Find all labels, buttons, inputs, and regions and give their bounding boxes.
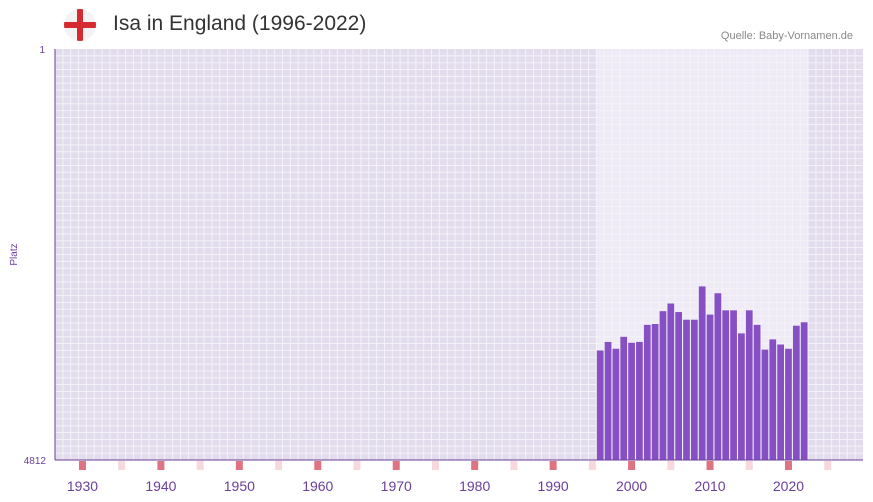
bar-2004[interactable] [659, 311, 667, 460]
bar-2022[interactable] [800, 322, 808, 460]
bar-2017[interactable] [761, 349, 769, 460]
marker-1935 [118, 461, 126, 470]
marker-1980 [471, 461, 479, 470]
flag-cross-vertical [77, 9, 83, 41]
decade-markers [78, 461, 832, 470]
bar-1996[interactable] [596, 350, 604, 460]
marker-2000 [628, 461, 636, 470]
bar-2005[interactable] [667, 303, 675, 460]
bar-2015[interactable] [745, 310, 753, 460]
page-title: Isa in England (1996-2022) [113, 12, 367, 35]
x-tick-label: 1970 [381, 478, 412, 494]
x-tick-label: 2010 [694, 478, 725, 494]
x-tick-label: 2000 [616, 478, 647, 494]
england-flag-icon [64, 9, 96, 41]
bar-1997[interactable] [604, 341, 612, 460]
bar-2019[interactable] [777, 344, 785, 460]
marker-2020 [784, 461, 792, 470]
grid-lines [55, 49, 863, 460]
x-tick-label: 1940 [145, 478, 176, 494]
bar-2002[interactable] [643, 324, 651, 460]
marker-2015 [745, 461, 753, 470]
bar-2014[interactable] [738, 333, 745, 460]
x-tick-label: 1930 [67, 478, 98, 494]
bar-2001[interactable] [636, 341, 643, 460]
bar-1999[interactable] [620, 336, 628, 460]
bar-2011[interactable] [714, 293, 722, 460]
x-tick-label: 1990 [538, 478, 569, 494]
marker-1930 [78, 461, 86, 470]
marker-1970 [392, 461, 400, 470]
x-tick-label: 1980 [459, 478, 490, 494]
y-axis-title: Platz [9, 243, 20, 265]
bar-1998[interactable] [612, 348, 620, 460]
marker-2010 [706, 461, 714, 470]
bar-2020[interactable] [785, 348, 792, 460]
marker-1960 [314, 461, 322, 470]
marker-1965 [353, 461, 361, 470]
bar-2003[interactable] [651, 323, 659, 460]
bar-2016[interactable] [753, 324, 761, 460]
bar-2006[interactable] [675, 312, 683, 460]
marker-1950 [235, 461, 243, 470]
y-tick-label-top: 1 [39, 45, 45, 56]
bar-series [596, 286, 808, 460]
bar-2021[interactable] [792, 325, 800, 460]
bar-2000[interactable] [628, 342, 635, 460]
bar-2018[interactable] [769, 339, 777, 460]
x-tick-label: 1960 [302, 478, 333, 494]
marker-1985 [510, 461, 518, 470]
marker-1995 [588, 461, 596, 470]
bar-2008[interactable] [690, 319, 698, 460]
y-tick-label-bottom: 4812 [24, 456, 47, 467]
bar-2009[interactable] [698, 286, 706, 460]
x-tick-labels: 1930 1940 1950 1960 1970 1980 1990 2000 2010 2020 [67, 478, 804, 494]
marker-1945 [196, 461, 204, 470]
bar-2010[interactable] [706, 314, 714, 460]
marker-1990 [549, 461, 557, 470]
x-tick-label: 1950 [224, 478, 255, 494]
marker-1975 [431, 461, 439, 470]
marker-2005 [667, 461, 675, 470]
marker-2025 [824, 461, 832, 470]
marker-1955 [275, 461, 283, 470]
bar-2007[interactable] [683, 319, 690, 460]
marker-1940 [157, 461, 165, 470]
bar-2013[interactable] [730, 310, 737, 460]
source-credit: Quelle: Baby-Vornamen.de [720, 30, 853, 42]
bar-2012[interactable] [722, 310, 730, 460]
x-tick-label: 2020 [773, 478, 804, 494]
